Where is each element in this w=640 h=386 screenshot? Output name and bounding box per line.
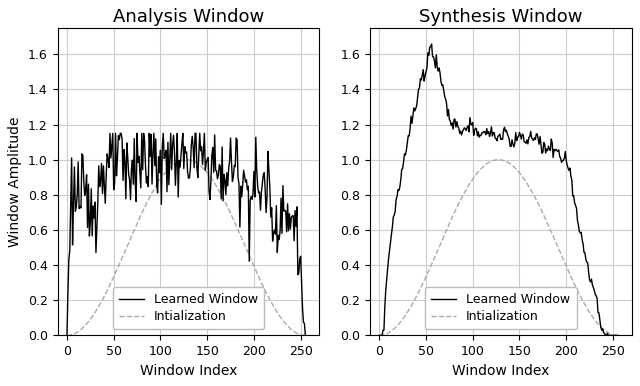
Intialization [466, 181, 474, 186]
Learned Window [152, 137, 159, 141]
Learned Window [139, 168, 147, 172]
Learned Window [428, 42, 435, 46]
Learned Window [480, 129, 488, 134]
Learned Window [257, 190, 265, 195]
Learned Window [155, 154, 163, 159]
Line: Learned Window: Learned Window [380, 44, 618, 335]
Legend: Learned Window, Intialization: Learned Window, Intialization [113, 287, 264, 329]
Title: Synthesis Window: Synthesis Window [419, 8, 582, 26]
Intialization [167, 164, 175, 169]
Intialization [257, 281, 265, 285]
Learned Window [182, 151, 189, 155]
Line: Intialization: Intialization [380, 160, 618, 335]
Intialization [479, 164, 487, 169]
Line: Intialization: Intialization [67, 160, 305, 335]
Learned Window [168, 168, 175, 172]
Learned Window [106, 131, 114, 135]
Title: Analysis Window: Analysis Window [113, 8, 264, 26]
Learned Window [570, 193, 577, 198]
Learned Window [494, 134, 502, 138]
Learned Window [464, 124, 472, 128]
Intialization [493, 157, 501, 162]
Learned Window [301, 333, 309, 338]
Learned Window [63, 333, 71, 338]
Intialization [463, 186, 471, 190]
Intialization [63, 333, 71, 338]
Intialization [614, 333, 621, 338]
Intialization [138, 211, 145, 216]
Intialization [151, 186, 159, 190]
Intialization [301, 333, 309, 338]
Intialization [376, 333, 383, 338]
Intialization [570, 281, 577, 285]
Intialization [450, 211, 458, 216]
Line: Learned Window: Learned Window [67, 133, 305, 335]
Intialization [154, 181, 161, 186]
Intialization [181, 157, 189, 162]
Learned Window [614, 333, 621, 338]
Learned Window [467, 122, 475, 127]
Intialization [494, 157, 502, 162]
Learned Window [376, 333, 383, 338]
Intialization [182, 157, 189, 162]
Learned Window [451, 117, 459, 122]
Legend: Learned Window, Intialization: Learned Window, Intialization [425, 287, 577, 329]
X-axis label: Window Index: Window Index [140, 364, 237, 378]
X-axis label: Window Index: Window Index [452, 364, 550, 378]
Y-axis label: Window Amplitude: Window Amplitude [8, 117, 22, 247]
